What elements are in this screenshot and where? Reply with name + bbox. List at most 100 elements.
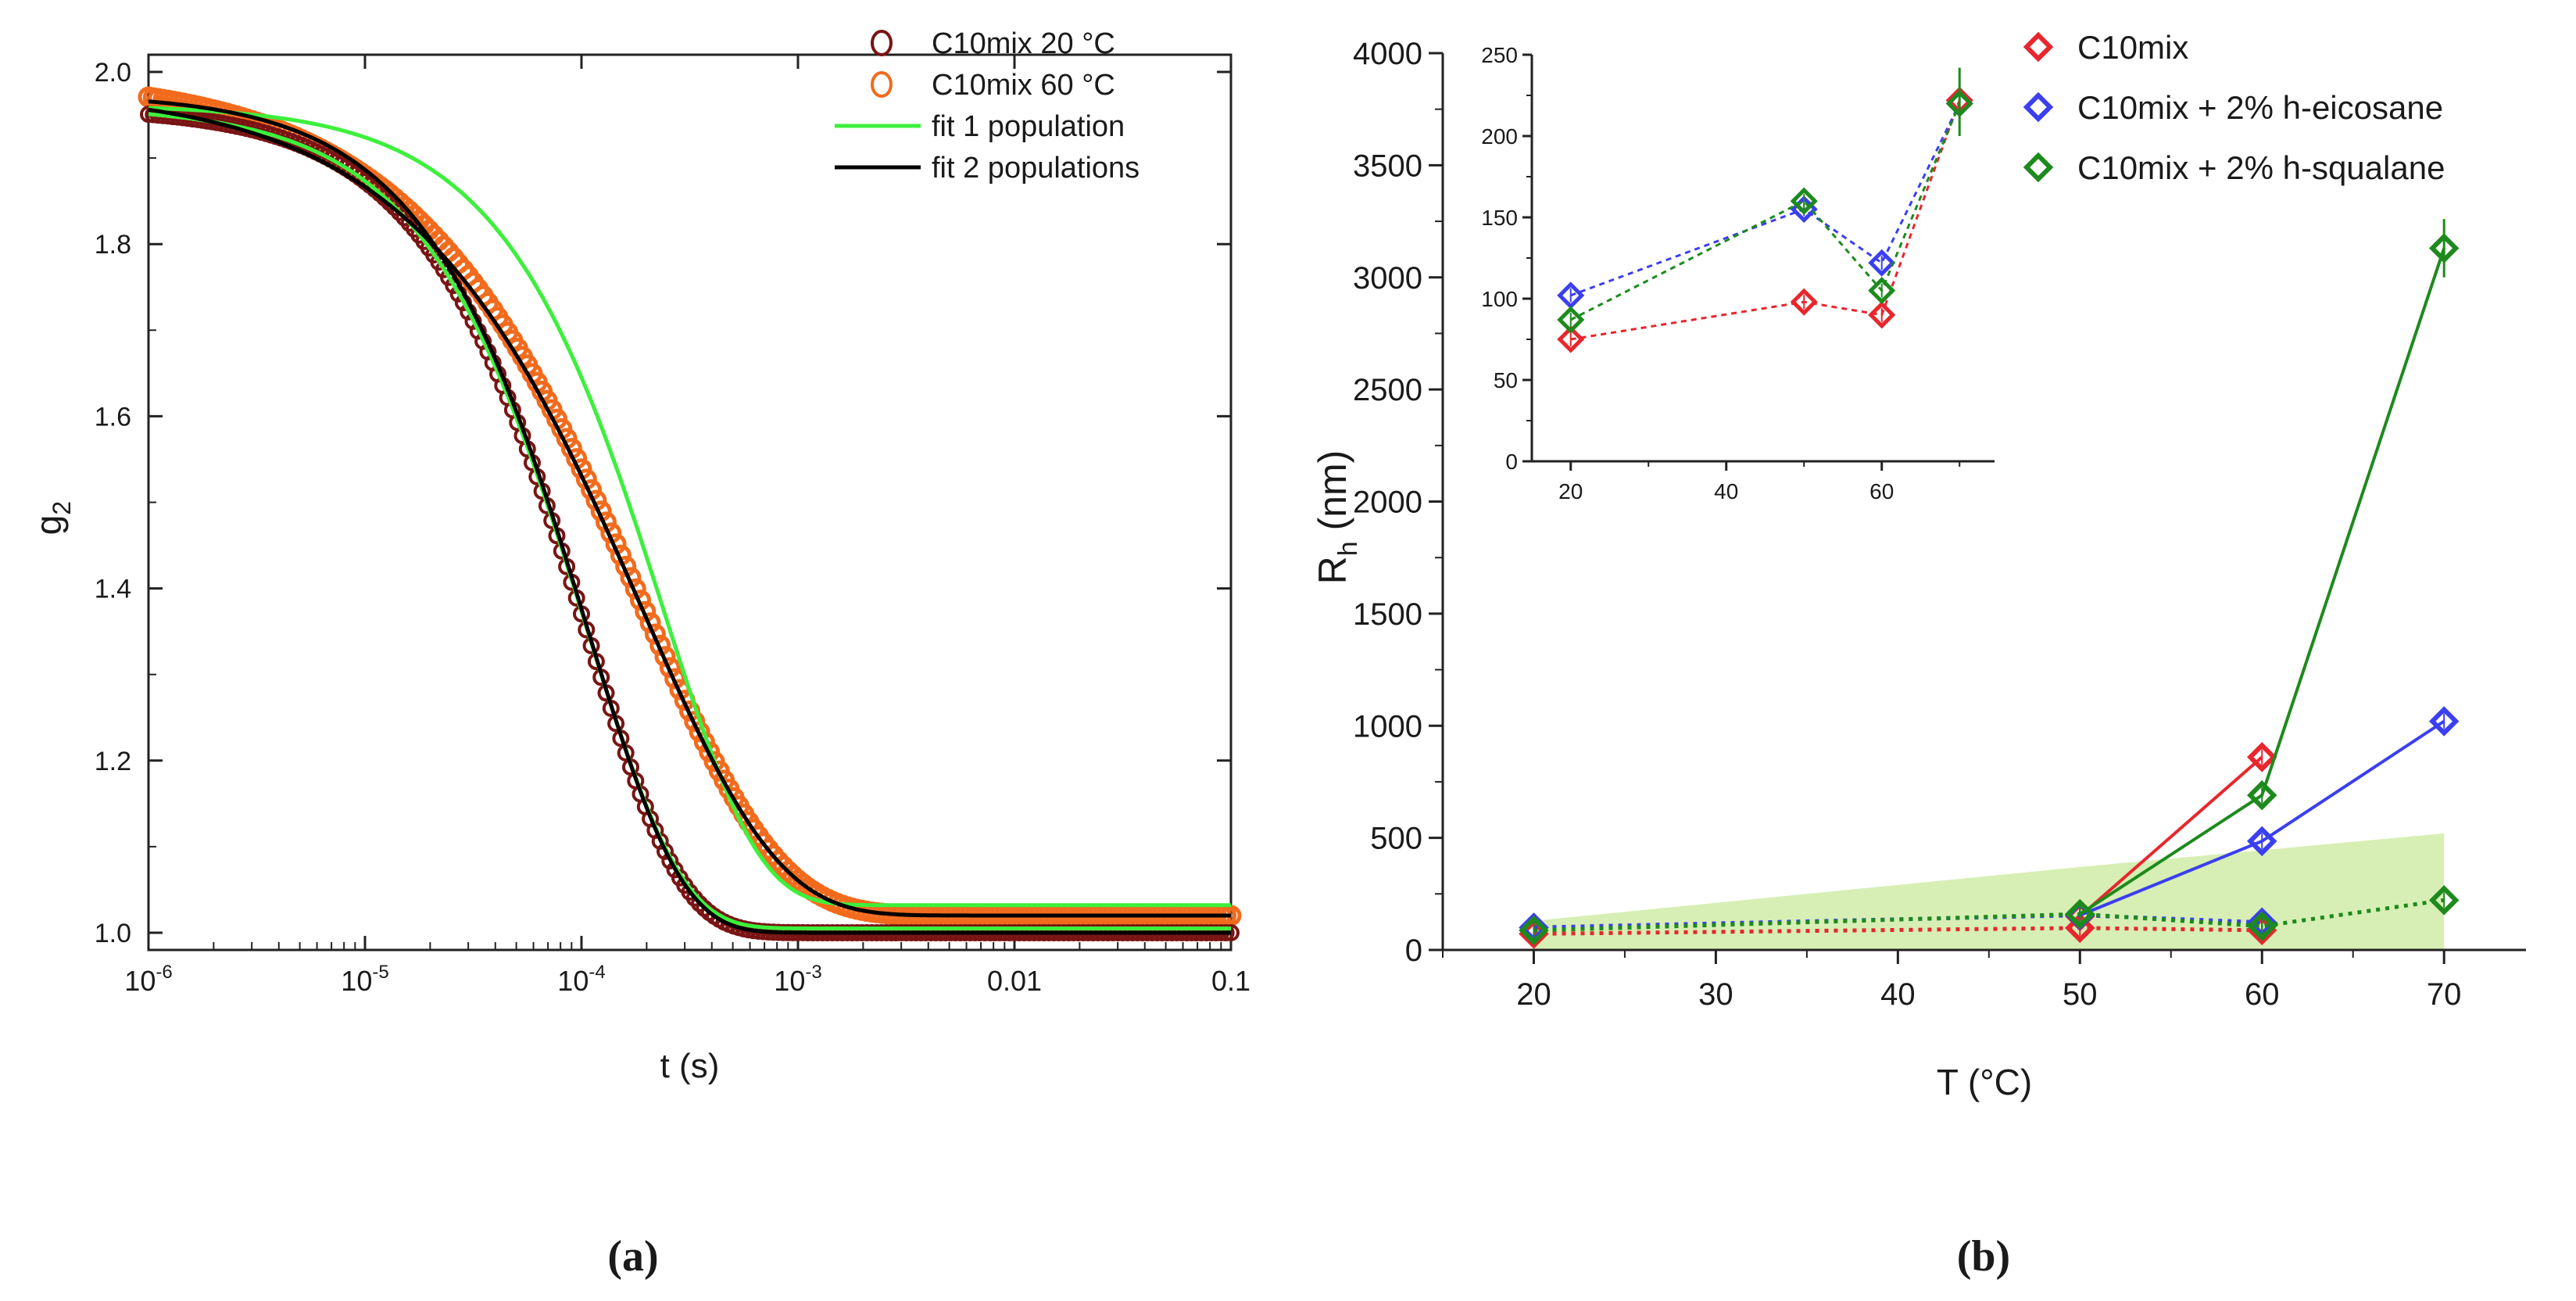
x-tick-label-a: 0.01 bbox=[987, 965, 1042, 997]
inset-y-tick-label: 150 bbox=[1481, 206, 1518, 230]
inset-marker bbox=[1790, 288, 1818, 316]
legend-marker-a bbox=[871, 30, 893, 56]
y-tick-label-b: 3000 bbox=[1353, 261, 1422, 296]
x-tick-base: 0.01 bbox=[987, 965, 1042, 997]
x-tick-label-b: 40 bbox=[1880, 977, 1916, 1012]
data-marker bbox=[381, 194, 399, 212]
x-tick-base: 10 bbox=[774, 965, 805, 997]
inset-marker bbox=[1557, 306, 1585, 334]
legend-label-a: fit 1 population bbox=[932, 110, 1125, 143]
y-label-main: R bbox=[1311, 556, 1354, 584]
inset-marker bbox=[1868, 277, 1896, 305]
y-tick-label-b: 2500 bbox=[1353, 373, 1422, 407]
y-tick-label-b: 3500 bbox=[1353, 149, 1422, 183]
y-label-unit: (nm) bbox=[1311, 450, 1354, 542]
inset-x-tick-label: 40 bbox=[1714, 479, 1738, 504]
inset-dashed-line bbox=[1570, 99, 1961, 341]
legend-marker-a bbox=[871, 71, 893, 98]
inset-y-tick-label: 100 bbox=[1481, 287, 1518, 311]
legend-marker-b bbox=[2023, 152, 2054, 183]
solid-line bbox=[2079, 247, 2446, 916]
y-tick-label-a: 1.2 bbox=[95, 747, 131, 776]
data-marker bbox=[2065, 898, 2095, 930]
data-marker bbox=[659, 657, 681, 679]
x-tick-exp: -3 bbox=[805, 962, 821, 983]
inset-bg bbox=[1532, 55, 1995, 461]
legend-label-a: fit 2 populations bbox=[932, 152, 1140, 185]
y-tick-label-b: 1000 bbox=[1353, 709, 1422, 744]
x-tick-label-b: 20 bbox=[1516, 977, 1551, 1012]
inset-x-tick-label: 20 bbox=[1558, 479, 1583, 504]
y-tick-label-a: 2.0 bbox=[95, 58, 131, 88]
data-marker bbox=[2428, 885, 2460, 916]
x-tick-base: 10 bbox=[557, 965, 589, 997]
inset-y-tick-label: 250 bbox=[1481, 43, 1518, 67]
panel-label-b: (b) bbox=[1957, 1232, 2010, 1281]
data-marker bbox=[2246, 826, 2277, 857]
fit-1-population-line bbox=[148, 112, 1231, 930]
data-marker bbox=[664, 668, 686, 690]
x-axis-label-b: T (°C) bbox=[1937, 1062, 2032, 1102]
fit-1-population-line bbox=[148, 106, 1231, 908]
solid-line bbox=[2078, 755, 2263, 918]
dotted-line bbox=[1533, 898, 2445, 933]
inset-y-tick-label: 0 bbox=[1505, 450, 1518, 474]
series-c10mix-60c bbox=[138, 86, 1242, 926]
y-tick-label-a: 1.8 bbox=[95, 230, 131, 260]
x-tick-label-a: 10-5 bbox=[341, 962, 388, 997]
x-tick-label-a: 10-3 bbox=[774, 962, 821, 997]
panel-label-a: (a) bbox=[607, 1232, 658, 1281]
y-tick-label-a: 1.6 bbox=[95, 402, 131, 432]
x-tick-label-b: 70 bbox=[2427, 977, 2462, 1012]
fit-2-populations-line bbox=[148, 99, 1231, 935]
data-marker bbox=[2246, 907, 2277, 937]
y-tick-label-a: 1.4 bbox=[95, 575, 131, 604]
inset-y-tick-label: 50 bbox=[1494, 368, 1518, 392]
x-tick-base: 10 bbox=[124, 965, 156, 997]
data-marker bbox=[2246, 742, 2277, 772]
data-marker bbox=[2246, 780, 2277, 811]
x-tick-label-a: 10-4 bbox=[557, 962, 605, 997]
inset-dashed-line bbox=[1570, 102, 1961, 297]
y-axis-label-b: Rh (nm) bbox=[1311, 450, 1363, 585]
y-tick-label-b: 2000 bbox=[1353, 486, 1422, 520]
legend-label-a: C10mix 60 °C bbox=[932, 69, 1115, 102]
x-tick-label-b: 60 bbox=[2245, 977, 2280, 1012]
data-marker bbox=[1519, 915, 1549, 946]
x-axis-label-a: t (s) bbox=[660, 1047, 720, 1085]
data-marker bbox=[2246, 911, 2277, 941]
shaded-band bbox=[1533, 833, 2445, 950]
panel-a-chart: 1.01.21.41.61.82.010-6 10-5 10-4 10-3 0.01 0.… bbox=[28, 27, 1250, 1281]
legend-b: C10mix C10mix + 2% h-eicosane C10mix + 2% … bbox=[2023, 29, 2445, 186]
plot-frame-a bbox=[147, 53, 1233, 952]
data-marker bbox=[2065, 912, 2095, 944]
legend-label-b: C10mix + 2% h-eicosane bbox=[2077, 89, 2443, 126]
data-marker bbox=[2428, 706, 2460, 737]
inset-y-tick-label: 200 bbox=[1481, 124, 1518, 149]
y-tick-label-b: 4000 bbox=[1353, 37, 1422, 71]
y-label-sub: 2 bbox=[48, 501, 76, 515]
legend-label-b: C10mix bbox=[2077, 29, 2188, 66]
x-tick-exp: -4 bbox=[589, 962, 605, 983]
inset-chart: 0 50 100 150 200 250 20 40 60 bbox=[1481, 43, 1995, 504]
y-tick-label-b: 0 bbox=[1405, 934, 1422, 968]
inset-x-tick-label: 60 bbox=[1869, 479, 1894, 504]
x-tick-label-b: 30 bbox=[1698, 977, 1733, 1012]
fit-2-populations-line bbox=[148, 107, 1231, 918]
x-tick-exp: -5 bbox=[372, 962, 388, 983]
inset-dashed-line bbox=[1570, 102, 1961, 321]
y-label-sub-b: h bbox=[1333, 541, 1363, 556]
data-marker bbox=[684, 711, 706, 733]
legend-marker-b bbox=[2023, 31, 2054, 63]
x-tick-label-a: 10-6 bbox=[124, 962, 172, 997]
y-label-g: g bbox=[28, 515, 69, 536]
legend-marker-b bbox=[2023, 91, 2054, 123]
x-tick-label-b: 50 bbox=[2063, 977, 2098, 1012]
series-c10mix-20c bbox=[140, 106, 1240, 941]
legend-label-b: C10mix + 2% h-squalane bbox=[2077, 149, 2445, 186]
x-tick-label-a: 0.1 bbox=[1211, 965, 1250, 997]
legend-label-a: C10mix 20 °C bbox=[932, 27, 1115, 60]
series-2 bbox=[1519, 219, 2460, 946]
x-tick-base: 10 bbox=[341, 965, 372, 997]
